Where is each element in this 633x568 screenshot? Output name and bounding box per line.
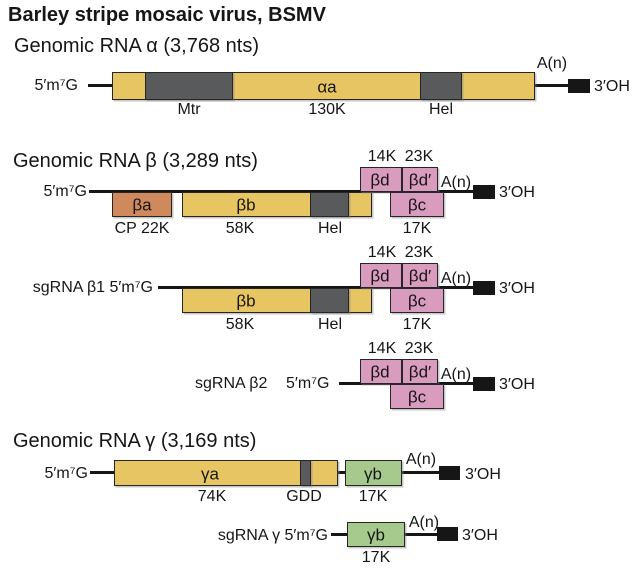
sgb2-name: sgRNA β2 (195, 375, 268, 392)
beta-58k-label: 58K (225, 220, 255, 237)
alpha-130k-label: 130K (308, 101, 346, 118)
sgb2-c-label: βc (407, 387, 427, 407)
alpha-5prime-line (88, 84, 112, 87)
gamma-b-label: γb (364, 464, 382, 484)
alpha-polya-label: A(n) (536, 55, 568, 72)
sgb1-rna-line (158, 286, 473, 289)
sgb2-c-box (390, 384, 444, 409)
gamma-gdd-segment (300, 460, 311, 486)
sgb1-58k-label: 58K (225, 316, 255, 333)
sgb2-23k-label: 23K (404, 340, 434, 357)
beta-17k-label: 17K (402, 220, 432, 237)
sgg-17k-label: 17K (361, 549, 391, 566)
sgb2-d-box (360, 359, 402, 384)
beta-23k-label: 23K (404, 148, 434, 165)
alpha-hel-label: Hel (428, 101, 454, 118)
sgb2-cap-label: 5′m⁷G (286, 375, 330, 392)
beta-a-label: βa (132, 195, 152, 215)
gamma-cap-label: 5′m⁷G (44, 465, 88, 482)
alpha-3oh-label: 3′OH (594, 78, 630, 95)
sgb1-14k-label: 14K (367, 244, 397, 261)
sgb1-c-label: βc (407, 291, 427, 311)
sgb2-polya-label: A(n) (440, 366, 472, 383)
alpha-orf-label: αa (317, 77, 337, 97)
beta-heading: Genomic RNA β (3,289 nts) (13, 150, 258, 172)
gamma-a-label: γa (201, 464, 219, 484)
gamma-17k-label: 17K (358, 488, 388, 505)
beta-c-label: βc (407, 195, 427, 215)
sgg-row-label: sgRNA γ 5′m⁷G (150, 528, 328, 544)
sgb1-row-label: sgRNA β1 5′m⁷G (0, 280, 153, 296)
sgb1-3oh-label: 3′OH (499, 280, 535, 297)
sgb1-hel-label: Hel (317, 316, 343, 333)
sgb2-3end-box (473, 377, 495, 391)
beta-14k-label: 14K (367, 148, 397, 165)
sgb1-b-label: βb (236, 291, 256, 311)
sgg-cap-label: 5′m⁷G (284, 527, 328, 544)
sgg-tail-line (405, 533, 438, 536)
gamma-b-box (345, 460, 402, 486)
sgb1-name: sgRNA β1 (32, 279, 106, 296)
beta-dprime-label: βd′ (408, 170, 432, 190)
sgb1-dprime-label: βd′ (408, 266, 432, 286)
sgb1-d-box (360, 263, 402, 288)
sgg-polya-label: A(n) (408, 514, 440, 531)
alpha-tail-line (535, 84, 569, 87)
beta-3end-box (473, 185, 495, 199)
gamma-3oh-label: 3′OH (465, 466, 501, 483)
beta-polya-label: A(n) (440, 174, 472, 191)
alpha-heading: Genomic RNA α (3,768 nts) (14, 35, 259, 57)
sgb1-17k-label: 17K (402, 316, 432, 333)
beta-a-box (112, 192, 172, 217)
sgb1-cap-label: 5′m⁷G (109, 279, 153, 296)
beta-d-box (360, 167, 402, 192)
beta-3oh-label: 3′OH (499, 184, 535, 201)
sgb1-hel-segment (310, 288, 349, 313)
gamma-gdd-label: GDD (286, 488, 322, 505)
gamma-74k-label: 74K (197, 488, 227, 505)
gamma-3end-box (439, 466, 460, 480)
alpha-cap-label: 5′m⁷G (34, 77, 78, 94)
sgb2-dprime-box (402, 359, 438, 384)
beta-dprime-box (402, 167, 438, 192)
sgg-name: sgRNA γ (217, 527, 281, 544)
beta-cap-label: 5′m⁷G (43, 183, 87, 200)
sgb2-dprime-label: βd′ (408, 362, 432, 382)
figure-title: Barley stripe mosaic virus, BSMV (8, 4, 326, 26)
beta-hel-segment (310, 192, 349, 217)
alpha-3end-box (568, 79, 590, 93)
sgb1-polya-label: A(n) (440, 270, 472, 287)
sgb1-c-box (390, 288, 444, 313)
gamma-gap-line (338, 471, 347, 474)
beta-cp22k-label: CP 22K (114, 220, 170, 237)
gamma-polya-label: A(n) (405, 451, 437, 468)
sgg-b-box (347, 522, 405, 547)
sgb2-3oh-label: 3′OH (499, 376, 535, 393)
gamma-tail-line (402, 471, 440, 474)
sgb1-23k-label: 23K (404, 244, 434, 261)
sgb1-3end-box (473, 281, 495, 295)
sgg-3oh-label: 3′OH (462, 527, 498, 544)
gamma-heading: Genomic RNA γ (3,169 nts) (13, 430, 257, 452)
sgb1-d-label: βd (370, 266, 390, 286)
sgb2-14k-label: 14K (367, 340, 397, 357)
gamma-5prime-line (90, 471, 114, 474)
beta-d-label: βd (370, 170, 390, 190)
alpha-mtr-label: Mtr (177, 101, 201, 118)
beta-c-box (390, 192, 444, 217)
beta-hel-label: Hel (317, 220, 343, 237)
beta-b-label: βb (236, 195, 256, 215)
sgg-3end-box (437, 527, 458, 541)
sgg-b-label: γb (367, 525, 385, 545)
sgb1-dprime-box (402, 263, 438, 288)
alpha-hel-segment (420, 72, 462, 100)
sgg-5prime-line (331, 533, 347, 536)
sgb2-d-label: βd (370, 362, 390, 382)
alpha-mtr-segment (145, 72, 233, 100)
beta-rna-line (89, 190, 473, 193)
